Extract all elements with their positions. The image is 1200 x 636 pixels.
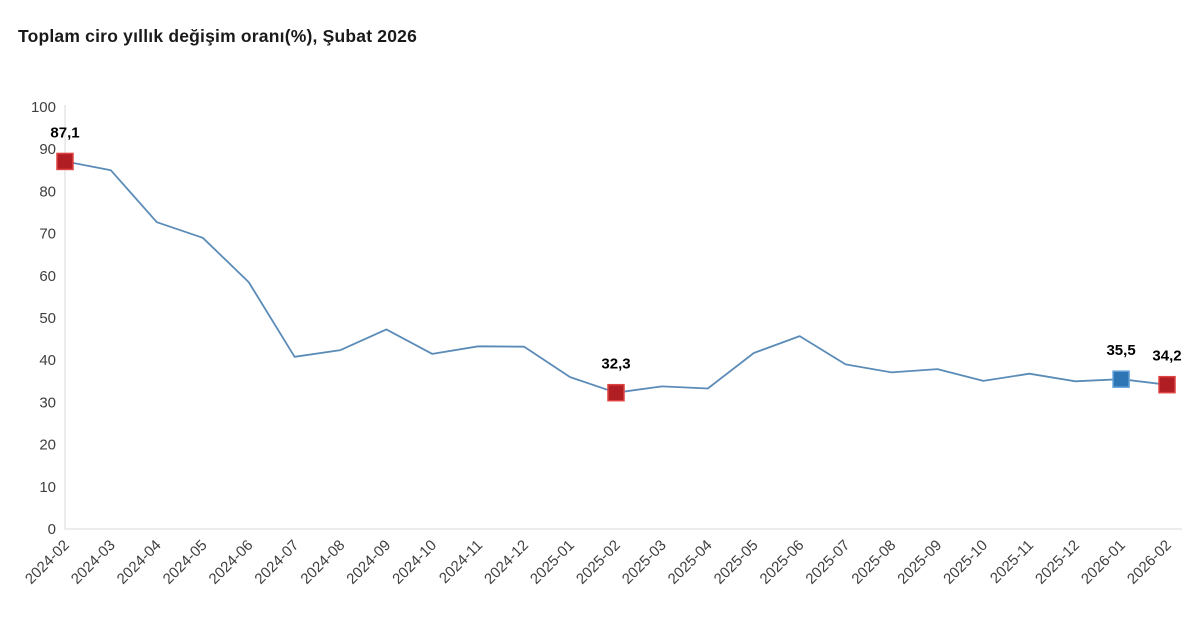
x-tick-label: 2024-04	[114, 537, 165, 588]
x-tick-label: 2025-10	[940, 537, 991, 588]
x-tick-label: 2024-03	[68, 537, 119, 588]
y-tick-label: 50	[39, 310, 56, 327]
x-tick-label: 2025-04	[665, 537, 716, 588]
x-tick-label: 2024-09	[343, 537, 394, 588]
y-tick-label: 10	[39, 479, 56, 496]
x-tick-label: 2025-03	[619, 537, 670, 588]
y-tick-label: 30	[39, 394, 56, 411]
x-tick-label: 2025-06	[757, 537, 808, 588]
y-tick-label: 60	[39, 268, 56, 285]
data-point-marker-red	[1158, 375, 1176, 394]
y-tick-label: 100	[31, 99, 56, 116]
data-point-label: 87,1	[50, 124, 79, 141]
x-tick-label: 2024-06	[206, 537, 257, 588]
x-tick-label: 2024-08	[297, 537, 348, 588]
y-tick-label: 70	[39, 226, 56, 243]
data-point-marker-red	[56, 152, 74, 171]
data-point-label: 35,5	[1106, 342, 1135, 359]
x-tick-label: 2026-01	[1078, 537, 1129, 588]
data-point-marker-blue	[1112, 370, 1130, 388]
x-tick-label: 2025-12	[1032, 537, 1083, 588]
y-tick-label: 80	[39, 183, 56, 200]
data-point-marker-red	[607, 383, 625, 402]
y-tick-label: 90	[39, 141, 56, 158]
y-tick-label: 40	[39, 352, 56, 369]
x-tick-label: 2024-02	[22, 537, 73, 588]
data-point-label: 34,2	[1152, 348, 1181, 365]
x-tick-label: 2025-08	[848, 537, 899, 588]
y-tick-label: 0	[48, 521, 56, 538]
x-tick-label: 2025-11	[987, 537, 1037, 587]
chart-title: Toplam ciro yıllık değişim oranı(%), Şub…	[18, 26, 418, 46]
x-tick-label: 2025-02	[573, 537, 624, 588]
x-tick-label: 2025-01	[527, 537, 578, 588]
data-point-label: 32,3	[601, 356, 630, 373]
x-tick-label: 2026-02	[1124, 537, 1175, 588]
x-tick-label: 2025-05	[711, 537, 762, 588]
x-tick-label: 2025-09	[894, 537, 945, 588]
x-tick-label: 2024-11	[436, 537, 486, 587]
x-tick-label: 2024-07	[251, 537, 302, 588]
x-tick-label: 2025-07	[802, 537, 853, 588]
x-tick-label: 2024-12	[481, 537, 532, 588]
x-tick-label: 2024-10	[389, 537, 440, 588]
y-tick-label: 20	[39, 437, 56, 454]
x-tick-label: 2024-05	[160, 537, 211, 588]
